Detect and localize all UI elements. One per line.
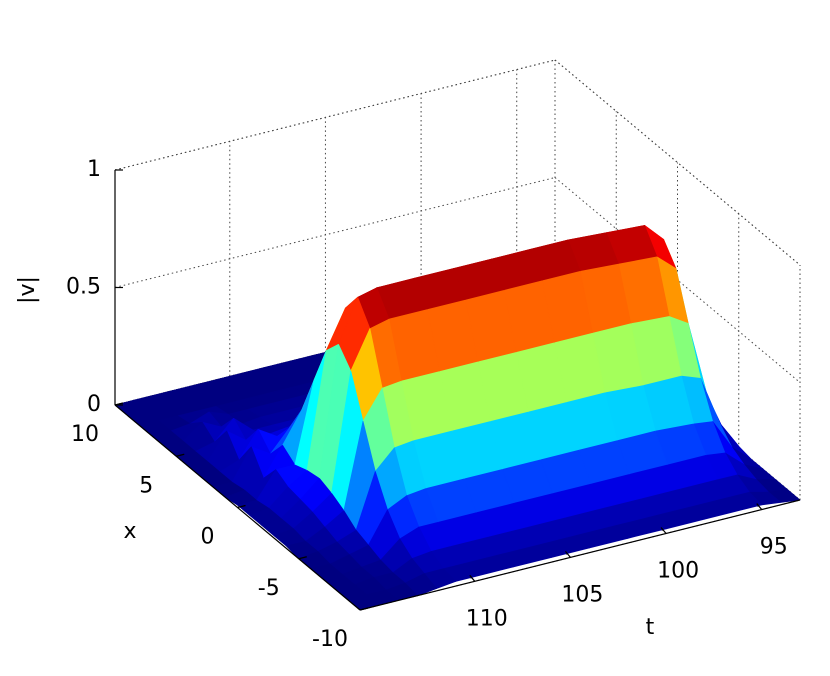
z-tick-label: 0.5 <box>66 275 101 300</box>
t-tick <box>756 503 763 510</box>
t-tick-label: 110 <box>466 606 508 631</box>
z-tick-label: 1 <box>87 157 101 182</box>
x-tick-label: -10 <box>312 627 348 652</box>
x-tick <box>237 504 246 509</box>
x-tick <box>114 402 124 406</box>
x-tick-label: 10 <box>71 422 99 447</box>
t-axis <box>359 499 801 611</box>
t-axis-label: t <box>646 615 655 640</box>
t-tick <box>660 527 667 534</box>
grid-line <box>554 59 801 266</box>
x-tick-label: 0 <box>201 525 215 550</box>
axes: 0 0.5 1 -10 -5 0 5 10 95 100 105 110 <box>66 157 801 652</box>
z-axis-label: |v| <box>15 276 40 304</box>
t-tick-label: 95 <box>760 535 788 560</box>
x-tick-label: 5 <box>139 473 153 498</box>
surface <box>114 225 801 611</box>
t-tick <box>469 574 476 582</box>
grid-line <box>114 59 556 171</box>
x-tick-label: -5 <box>258 576 280 601</box>
t-tick-label: 100 <box>657 558 699 583</box>
x-tick <box>176 453 185 457</box>
x-tick <box>359 607 369 611</box>
x-axis-label: x <box>123 519 136 544</box>
x-tick <box>298 556 307 560</box>
t-tick-label: 105 <box>561 582 603 607</box>
z-tick-label: 0 <box>87 392 101 417</box>
t-tick <box>564 551 571 558</box>
grid-line <box>554 177 801 383</box>
